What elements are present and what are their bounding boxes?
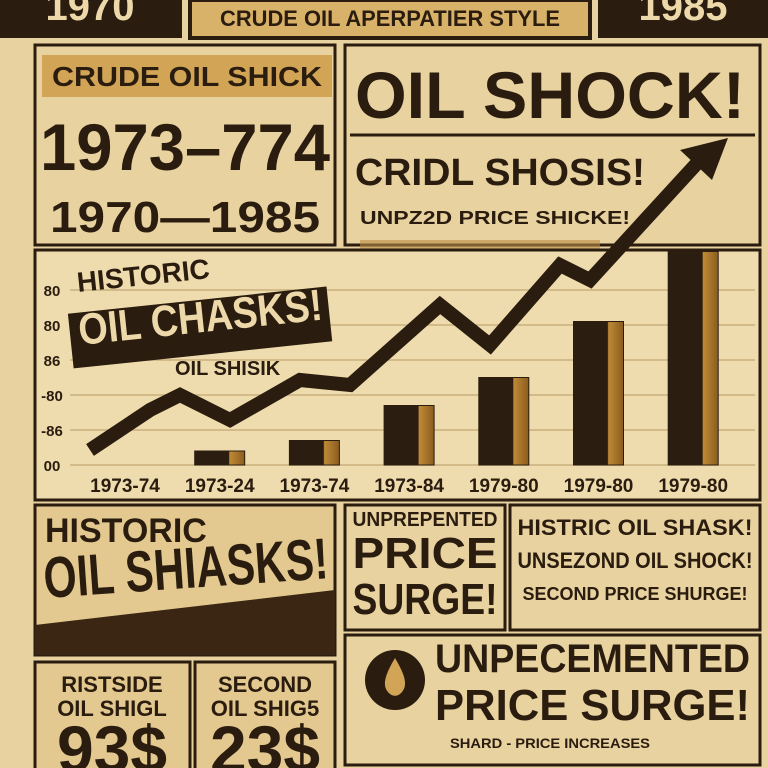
- x-tick-label: 1979-80: [658, 476, 728, 497]
- header-box: [188, 0, 592, 40]
- x-tick-label: 1973-24: [185, 476, 255, 497]
- panel: [33, 660, 192, 768]
- footer-text: SECOND: [218, 672, 312, 697]
- header-box: [0, 0, 182, 38]
- x-tick-label: 1973-74: [280, 476, 350, 497]
- y-tick-label: 80: [44, 318, 61, 335]
- panel: [343, 633, 762, 767]
- panel: [343, 503, 507, 632]
- header-box: [598, 0, 768, 38]
- range: 1970—1985: [50, 193, 320, 242]
- bottom-text: SURGE!: [353, 575, 498, 624]
- panel: [193, 660, 337, 768]
- bottom-text: UNPREPENTED: [353, 509, 498, 531]
- panel: [508, 503, 762, 632]
- bar: [667, 251, 719, 466]
- footer-text: OIL SHIG5: [211, 696, 319, 721]
- chart: 00 -86 -80 86 80 80 1973-74 1973-24 1973-74 1973-…: [41, 251, 755, 497]
- tag: CRUDE OIL SHICK: [52, 61, 322, 92]
- footer-small: SHARD - PRICE INCREASES: [450, 735, 650, 751]
- bottom-text: HISTORIC: [45, 512, 207, 550]
- panel: [33, 43, 337, 247]
- bar: [478, 377, 530, 466]
- footer-price: 93$: [57, 712, 167, 768]
- x-tick-label: 1973-84: [374, 476, 444, 497]
- small-head: UNPZ2D PRICE SHICKE!: [360, 208, 630, 228]
- trend-arrow: [86, 155, 706, 456]
- bottom-text: HISTRIC OIL SHASK!: [518, 515, 753, 540]
- bar: [383, 405, 435, 466]
- header-year: 1985: [639, 0, 728, 29]
- headline: OIL SHOCK!: [355, 58, 745, 132]
- overlay-text: OIL SHISIK: [175, 358, 281, 380]
- banner: [67, 286, 333, 369]
- y-tick-label: 80: [44, 283, 61, 300]
- years: 1973–774: [40, 110, 330, 184]
- bottom-text: PRICE: [353, 529, 498, 578]
- y-tick-label: -86: [41, 423, 63, 440]
- bottom-text: SECOND PRICE SHURGE!: [523, 584, 748, 604]
- bar: [194, 450, 246, 466]
- footer-price: 23$: [210, 712, 320, 768]
- bar: [288, 440, 340, 466]
- bottom-text: UNSEZOND OIL SHOCK!: [518, 548, 753, 573]
- subhead: CRIDL SHOSIS!: [355, 152, 645, 194]
- footer-text: UNPECEMENTED: [435, 637, 750, 681]
- footer-text: RISTSIDE: [61, 672, 162, 697]
- arrow-head: [680, 138, 728, 180]
- y-tick-label: -80: [41, 388, 63, 405]
- x-tick-label: 1979-80: [564, 476, 634, 497]
- x-tick-label: 1979-80: [469, 476, 539, 497]
- wedge: [35, 590, 335, 655]
- header-year: 1970: [46, 0, 135, 29]
- footer-text: PRICE SURGE!: [435, 681, 750, 730]
- drop-icon: [384, 658, 406, 696]
- bar: [573, 321, 624, 466]
- tag-box: [42, 55, 332, 97]
- x-tick-label: 1973-74: [90, 476, 160, 497]
- y-tick-label: 00: [44, 458, 61, 475]
- header-title: CRUDE OIL APERPATIER STYLE: [220, 6, 560, 31]
- footer-text: OIL SHIGL: [57, 696, 167, 721]
- y-tick-label: 86: [44, 353, 61, 370]
